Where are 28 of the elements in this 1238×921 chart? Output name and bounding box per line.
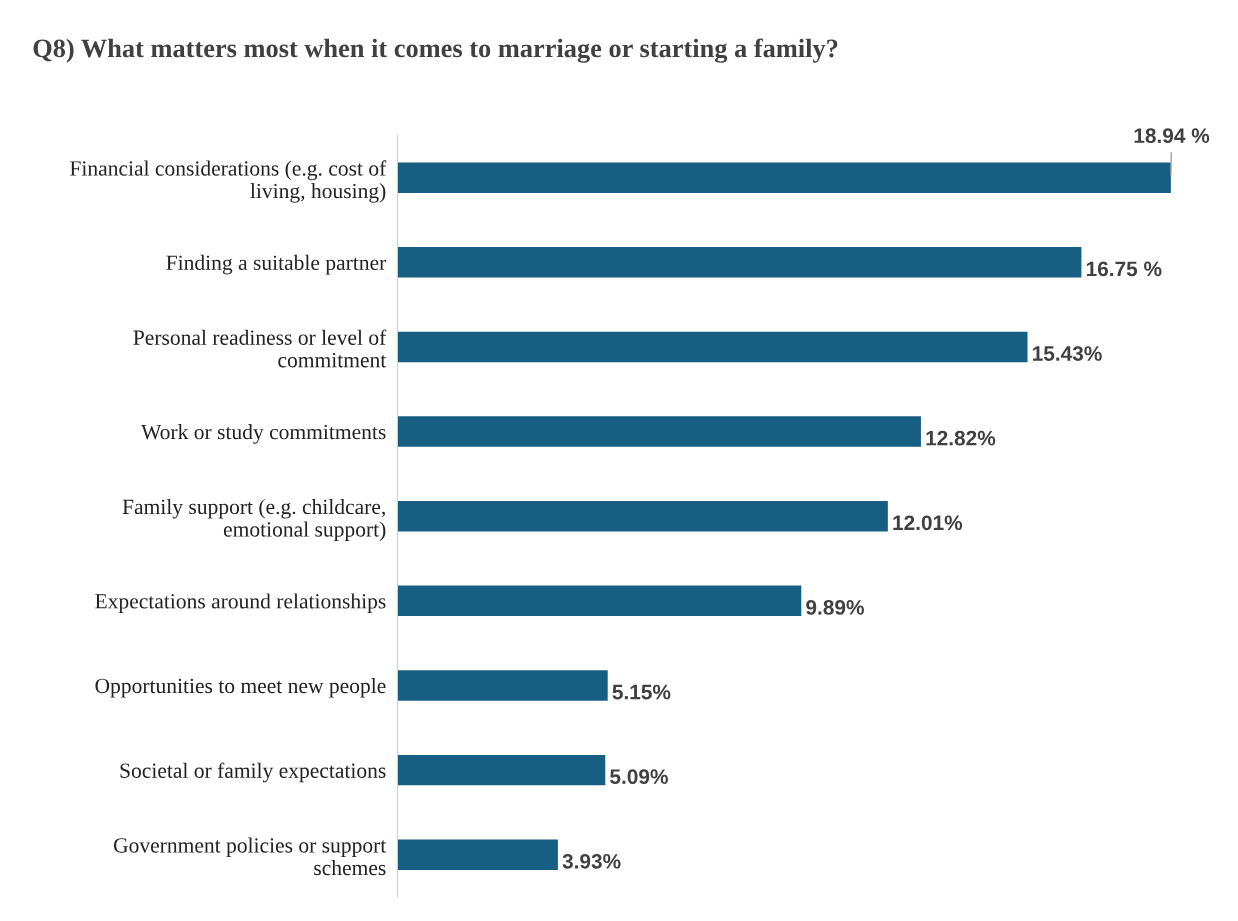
y-tick-label: Expectations around relationships [95,593,386,613]
data-label: 9.89% [806,600,864,615]
bar [397,247,1082,278]
y-tick-label: Family support (e.g. childcare, emotional support) [122,498,386,542]
y-tick-label: Financial considerations (e.g. cost of living, housing) [70,160,387,203]
y-tick-label: Societal or family expectations [120,762,386,783]
y-tick-label: Work or study commitments [141,424,386,444]
y-tick-label: Opportunities to meet new people [95,678,386,698]
chart-title: Q8) What matters most when it comes to marriage or starting a family? [33,38,838,63]
bar [397,416,921,447]
bar [397,500,888,532]
y-tick-label: Personal readiness or level of commitment [133,329,387,368]
data-label: 15.43% [1032,346,1102,361]
bar [397,585,802,617]
bar [397,670,608,701]
data-label: 3.93% [562,853,621,869]
y-tick-label: Government policies or support schemes [113,837,387,876]
y-tick-label: Finding a suitable partner [166,254,387,275]
data-label: 5.09% [610,769,668,785]
data-label: 12.82% [926,430,996,446]
data-label: 18.94 % [1134,128,1210,144]
data-label: 12.01% [893,515,963,531]
bar [397,839,558,870]
data-label: 5.15% [612,684,671,700]
data-label: 16.75 % [1086,261,1162,277]
bar [397,754,606,786]
bar [397,331,1028,363]
bar [397,162,1171,193]
